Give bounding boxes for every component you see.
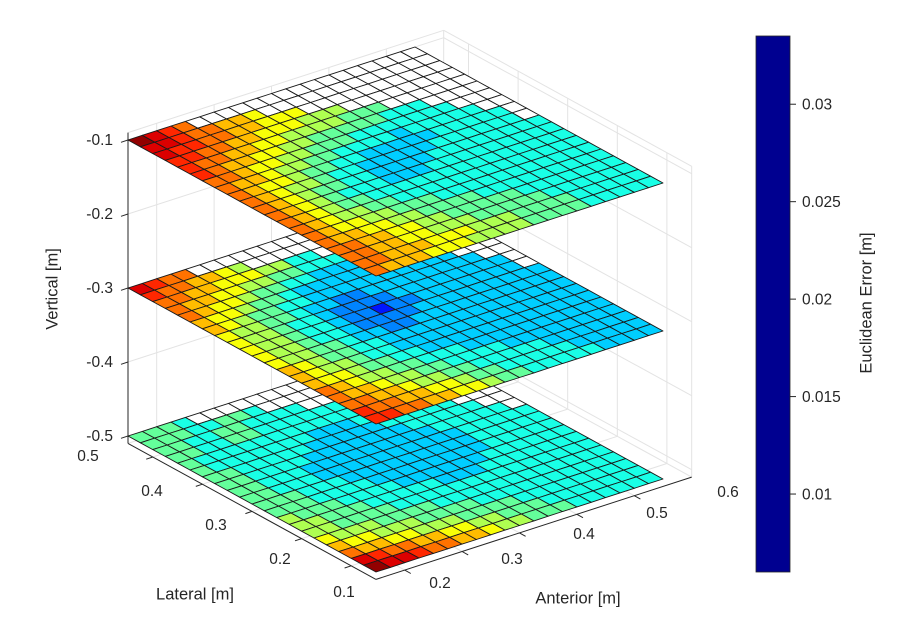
surface-slice-z-0.1 bbox=[127, 46, 664, 277]
z-tick-label: -0.5 bbox=[86, 428, 113, 445]
heatmap-cell bbox=[635, 323, 664, 337]
z-tick-label: -0.2 bbox=[86, 206, 113, 223]
colorbar-tick-label: 0.02 bbox=[802, 292, 832, 309]
z-tick-label: -0.4 bbox=[86, 354, 113, 371]
y-tick-label: 0.1 bbox=[333, 584, 355, 601]
x-tick-label: 0.3 bbox=[501, 551, 523, 568]
y-tick-label: 0.2 bbox=[269, 551, 291, 568]
x-tick-label: 0.2 bbox=[429, 575, 451, 592]
colorbar-gradient bbox=[755, 35, 791, 573]
x-axis-title: Anterior [m] bbox=[535, 589, 621, 608]
tick-labels: -0.1 -0.2 -0.3 -0.4 -0.5 0.5 0.4 0.3 0.2 0.1 0.2 0.… bbox=[77, 132, 739, 601]
x-tick-label: 0.4 bbox=[573, 526, 595, 543]
y-tick-label: 0.4 bbox=[141, 483, 163, 500]
x-tick-label: 0.6 bbox=[717, 484, 739, 501]
z-tick-label: -0.3 bbox=[86, 280, 113, 297]
colorbar-title: Euclidean Error [m] bbox=[857, 232, 876, 374]
heatmap-cell bbox=[635, 471, 664, 485]
z-axis-title: Vertical [m] bbox=[43, 248, 62, 330]
y-tick-label: 0.5 bbox=[77, 448, 99, 465]
colorbar-tick-label: 0.03 bbox=[802, 97, 832, 114]
z-tick-label: -0.1 bbox=[86, 132, 113, 149]
y-tick-label: 0.3 bbox=[205, 517, 227, 534]
colorbar-tick-label: 0.015 bbox=[802, 389, 841, 406]
colorbar-tick-label: 0.01 bbox=[802, 487, 832, 504]
x-tick-label: 0.5 bbox=[646, 505, 668, 522]
colorbar: 0.03 0.025 0.02 0.015 0.01 bbox=[755, 35, 841, 573]
y-axis-title: Lateral [m] bbox=[156, 585, 234, 604]
colorbar-tick-label: 0.025 bbox=[802, 194, 841, 211]
heatmap-cell bbox=[635, 175, 664, 189]
